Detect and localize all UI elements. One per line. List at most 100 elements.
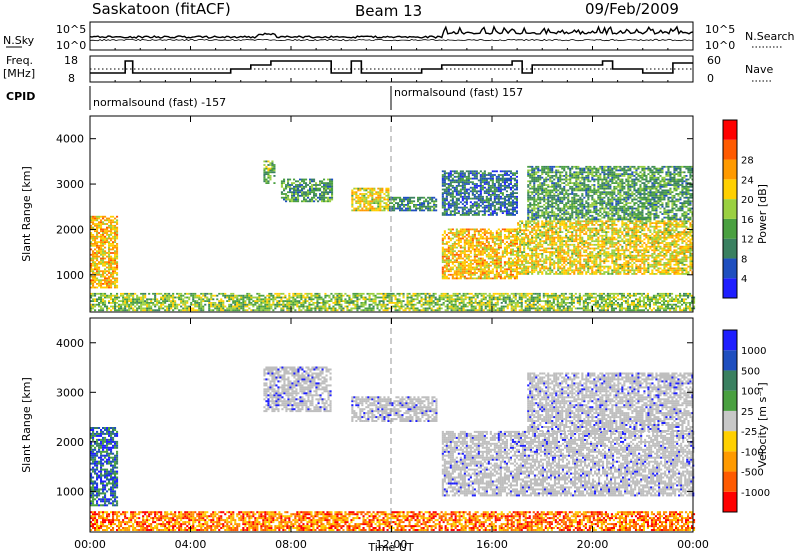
power-cell xyxy=(597,220,600,223)
power-cell xyxy=(445,261,448,263)
power-cell xyxy=(545,180,548,183)
power-cell xyxy=(321,200,324,203)
power-cell xyxy=(465,257,468,260)
power-cell xyxy=(621,233,624,235)
power-cell xyxy=(481,235,484,238)
power-cell xyxy=(519,238,522,241)
power-cell xyxy=(483,199,486,202)
power-cell xyxy=(561,236,564,239)
power-cell xyxy=(451,199,454,202)
power-cell xyxy=(659,271,662,273)
power-cell xyxy=(94,264,97,267)
power-cell xyxy=(683,256,686,259)
power-cell xyxy=(499,235,502,238)
power-cell xyxy=(659,242,662,244)
power-cell xyxy=(635,273,638,275)
power-cell xyxy=(663,220,666,223)
power-cell xyxy=(293,191,296,194)
power-cell xyxy=(681,251,684,253)
power-cell xyxy=(513,179,516,182)
power-cell xyxy=(96,243,99,245)
power-cell xyxy=(567,205,570,208)
power-cell xyxy=(609,243,612,246)
power-cell xyxy=(579,254,582,257)
power-cell xyxy=(451,252,454,254)
power-cell xyxy=(607,251,610,253)
power-cell xyxy=(527,180,530,183)
power-cell xyxy=(475,263,478,265)
power-cell xyxy=(565,191,568,194)
power-cell xyxy=(443,266,446,269)
power-cell xyxy=(487,237,490,240)
power-cell xyxy=(463,266,466,269)
power-cell xyxy=(683,260,686,263)
power-cell xyxy=(531,209,534,212)
power-cell xyxy=(106,226,109,229)
power-cell xyxy=(419,207,422,210)
power-cell xyxy=(100,228,103,231)
power-cell xyxy=(451,234,454,236)
power-cell xyxy=(527,194,530,197)
power-cell xyxy=(687,271,690,273)
power-cell xyxy=(663,225,666,228)
power-cell xyxy=(98,252,101,254)
power-cell xyxy=(435,200,438,203)
power-cell xyxy=(359,187,362,190)
power-cell xyxy=(98,283,101,285)
power-cell xyxy=(291,198,294,201)
power-cell xyxy=(563,253,566,255)
power-cell xyxy=(465,243,468,245)
power-cell xyxy=(469,272,472,274)
power-cell xyxy=(92,277,95,280)
power-cell xyxy=(449,250,452,253)
power-cell xyxy=(98,281,101,283)
power-cell xyxy=(665,231,668,233)
power-cell xyxy=(679,253,682,255)
power-cell xyxy=(90,237,93,240)
power-cell xyxy=(557,193,560,195)
power-cell xyxy=(639,234,642,237)
power-cell xyxy=(641,225,644,228)
power-cell xyxy=(461,250,464,253)
power-cell xyxy=(637,267,640,270)
power-cell xyxy=(579,273,582,275)
power-cell xyxy=(323,198,326,201)
power-cell xyxy=(541,240,544,243)
power-cell xyxy=(643,260,646,263)
power-cell xyxy=(280,182,283,184)
power-cell xyxy=(467,246,470,249)
power-cell xyxy=(549,205,552,208)
power-cell xyxy=(499,210,502,213)
power-cell xyxy=(639,269,642,272)
power-cell xyxy=(457,185,460,187)
power-cell xyxy=(451,263,454,265)
power-cell xyxy=(433,209,436,212)
power-cell xyxy=(94,272,97,274)
power-cell xyxy=(561,249,564,252)
freq-tick-top: 18 xyxy=(64,54,78,67)
power-cell xyxy=(509,203,512,205)
power-cell xyxy=(593,262,596,264)
power-cell xyxy=(379,198,382,201)
power-cell xyxy=(325,184,328,186)
power-cell xyxy=(327,196,330,199)
power-cell xyxy=(451,253,454,256)
power-cell xyxy=(685,267,688,270)
power-cell xyxy=(579,236,582,239)
power-cell xyxy=(479,263,482,265)
power-cell xyxy=(689,234,692,237)
power-cell xyxy=(473,235,476,238)
power-cell xyxy=(577,260,580,263)
power-cell xyxy=(497,181,500,184)
power-cell xyxy=(505,246,508,249)
power-cell xyxy=(509,172,512,175)
power-cell xyxy=(597,224,600,226)
power-cell xyxy=(493,212,496,214)
power-cell xyxy=(611,269,614,272)
power-cell xyxy=(561,222,564,224)
power-cell xyxy=(563,187,566,190)
power-cell xyxy=(595,227,598,230)
power-cell xyxy=(457,210,460,213)
power-cell xyxy=(681,256,684,259)
power-cell xyxy=(495,170,498,173)
